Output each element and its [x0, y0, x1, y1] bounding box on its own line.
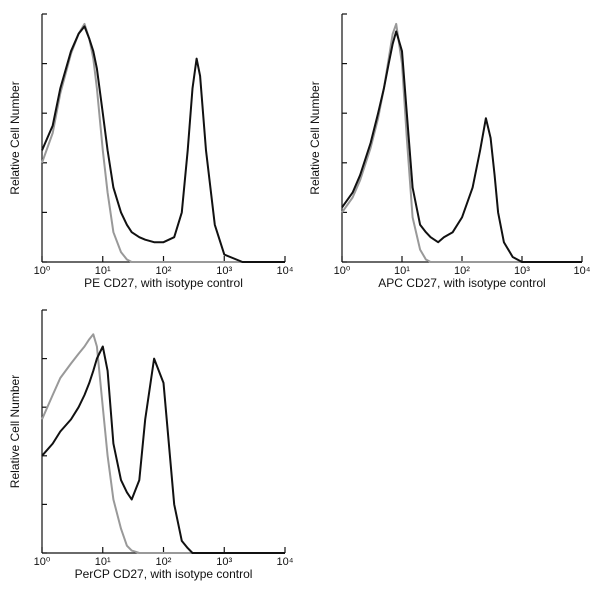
- x-tick-label: 10²: [454, 265, 470, 277]
- x-tick-label: 10²: [156, 556, 172, 568]
- y-axis-label: Relative Cell Number: [8, 81, 22, 194]
- x-tick-label: 10⁰: [334, 265, 351, 277]
- histogram-line: [41, 25, 285, 263]
- x-tick-label: 10¹: [95, 556, 111, 568]
- x-tick-label: 10¹: [394, 265, 410, 277]
- x-tick-label: 10¹: [95, 265, 111, 277]
- histogram-line: [341, 30, 582, 263]
- y-axis-label: Relative Cell Number: [308, 81, 322, 194]
- histogram-line: [41, 333, 285, 554]
- x-tick-label: 10²: [156, 265, 172, 277]
- histogram-line: [341, 22, 582, 263]
- x-tick-label: 10⁴: [574, 265, 591, 277]
- histogram-line: [41, 345, 285, 554]
- x-tick-label: 10⁰: [34, 265, 51, 277]
- y-axis-label: Relative Cell Number: [8, 375, 22, 488]
- x-tick-label: 10⁴: [277, 556, 294, 568]
- x-tick-label: 10⁴: [277, 265, 294, 277]
- x-tick-label: 10³: [216, 265, 232, 277]
- x-axis-label: PE CD27, with isotype control: [84, 276, 243, 290]
- x-axis-label: APC CD27, with isotype control: [378, 276, 545, 290]
- x-axis-label: PerCP CD27, with isotype control: [75, 567, 253, 581]
- x-tick-label: 10³: [216, 556, 232, 568]
- histogram-line: [41, 22, 285, 263]
- x-tick-label: 10³: [514, 265, 530, 277]
- x-tick-label: 10⁰: [34, 556, 51, 568]
